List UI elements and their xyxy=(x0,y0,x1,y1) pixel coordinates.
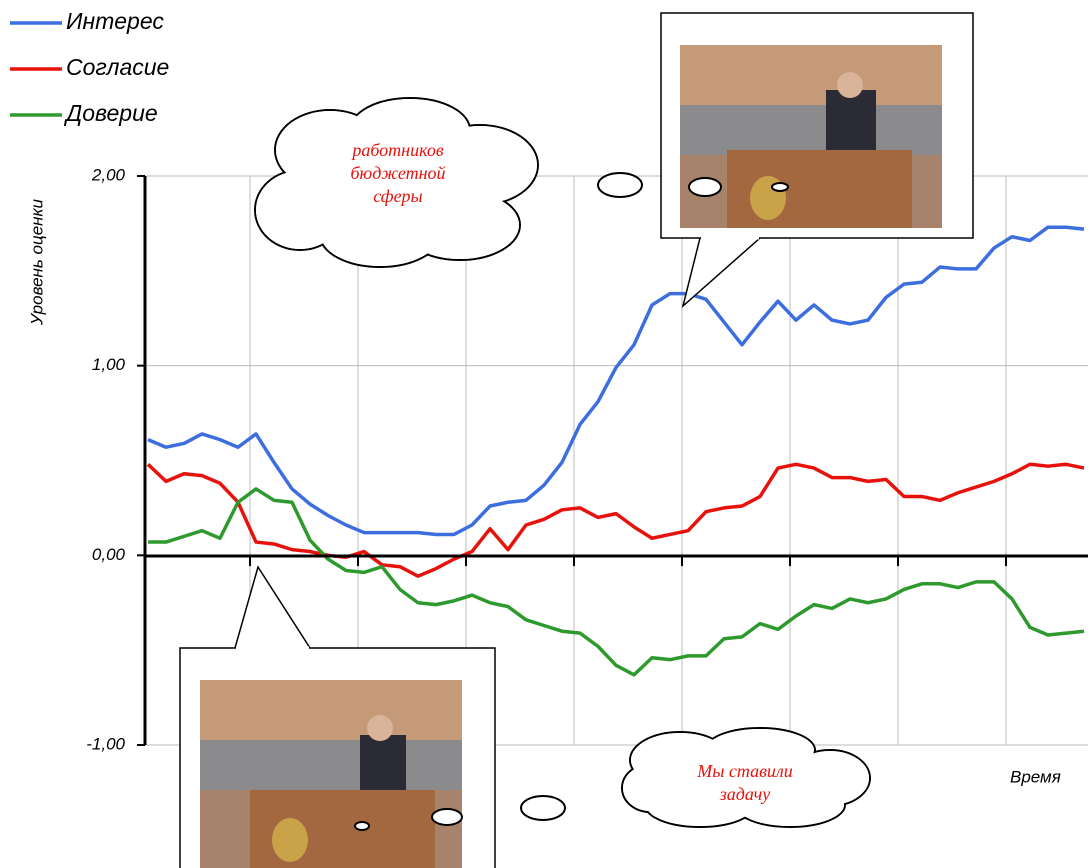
series-line xyxy=(146,462,1085,578)
y-tick-label: 2,00 xyxy=(91,165,126,184)
photo-callout xyxy=(660,12,974,309)
annotation-line: работников xyxy=(350,140,443,160)
annotation-line: сферы xyxy=(373,186,423,206)
thought-cloud xyxy=(254,97,789,268)
annotation-line: задачу xyxy=(719,784,770,804)
y-tick-label: 0,00 xyxy=(92,545,126,564)
x-axis-label: Время xyxy=(1010,767,1061,786)
legend-label: Доверие xyxy=(63,100,158,126)
series-line xyxy=(148,487,1085,677)
thought-cloud xyxy=(520,727,871,828)
annotation-line: бюджетной xyxy=(350,163,445,183)
y-tick-label: -1,00 xyxy=(86,734,125,753)
y-tick-label: 1,00 xyxy=(92,355,126,374)
photo-callout xyxy=(179,565,496,868)
y-axis-label: Уровень оценки xyxy=(27,198,46,326)
legend-label: Согласие xyxy=(66,54,169,80)
vertical-grid xyxy=(249,176,1007,745)
axes xyxy=(143,176,1088,745)
legend-label: Интерес xyxy=(66,8,164,34)
series-line xyxy=(147,225,1085,537)
annotation-line: Мы ставили xyxy=(696,761,793,781)
